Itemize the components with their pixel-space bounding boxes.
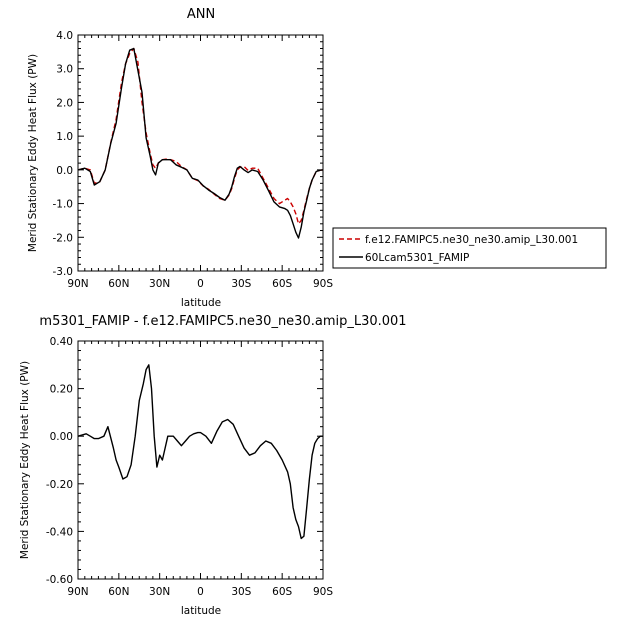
series-line-1 xyxy=(77,364,323,540)
x-tick-label: 0 xyxy=(197,586,204,598)
y-tick-label: -0.40 xyxy=(46,526,73,538)
y-axis-label: Merid Stationary Eddy Heat Flux (PW) xyxy=(19,361,31,559)
series-line-1 xyxy=(77,47,324,225)
y-tick-label: -0.60 xyxy=(46,574,73,586)
x-tick-label: 30S xyxy=(231,278,251,290)
y-tick-label: -2.0 xyxy=(53,232,74,244)
x-tick-label: 60N xyxy=(108,278,129,290)
y-tick-label: 0.20 xyxy=(50,384,73,396)
legend-box xyxy=(332,227,607,269)
x-axis-label: latitude xyxy=(181,297,221,309)
plot-frame xyxy=(77,34,324,272)
x-tick-label: 90N xyxy=(67,278,88,290)
y-tick-label: 0.0 xyxy=(56,165,73,177)
y-tick-label: 1.0 xyxy=(56,131,73,143)
y-tick-label: 2.0 xyxy=(56,97,73,109)
x-axis-label: latitude xyxy=(181,605,221,617)
chart-title: m5301_FAMIP - f.e12.FAMIPC5.ne30_ne30.am… xyxy=(39,314,406,329)
plot-frame xyxy=(77,340,324,580)
y-tick-label: -3.0 xyxy=(53,266,74,278)
x-tick-label: 60S xyxy=(272,278,292,290)
x-tick-label: 60N xyxy=(108,586,129,598)
x-tick-label: 90S xyxy=(313,278,333,290)
x-tick-label: 30N xyxy=(149,278,170,290)
y-tick-label: 4.0 xyxy=(56,30,73,42)
chart-panel-top: ANN 90N 60N 30N 0 30S 60S 90S 4.0 3.0 2.0 1.0 0.0 -1… xyxy=(27,7,333,309)
y-tick-label: -0.20 xyxy=(46,479,73,491)
y-tick-label: 3.0 xyxy=(56,64,73,76)
chart-title: ANN xyxy=(187,7,215,22)
y-tick-label: 0.00 xyxy=(50,431,73,443)
y-axis-label: Merid Stationary Eddy Heat Flux (PW) xyxy=(27,54,39,252)
x-tick-label: 30S xyxy=(231,586,251,598)
x-tick-label: 60S xyxy=(272,586,292,598)
y-tick-label: 0.40 xyxy=(50,336,73,348)
legend-label-series-1: f.e12.FAMIPC5.ne30_ne30.amip_L30.001 xyxy=(365,234,578,246)
series-line-2 xyxy=(77,47,324,239)
x-tick-label: 30N xyxy=(149,586,170,598)
legend: f.e12.FAMIPC5.ne30_ne30.amip_L30.001 60L… xyxy=(332,227,607,269)
x-tick-label: 90S xyxy=(313,586,333,598)
y-tick-label: -1.0 xyxy=(53,199,74,211)
x-tick-label: 0 xyxy=(197,278,204,290)
x-tick-label: 90N xyxy=(67,586,88,598)
legend-label-series-2: 60Lcam5301_FAMIP xyxy=(365,252,469,264)
chart-panel-bottom: m5301_FAMIP - f.e12.FAMIPC5.ne30_ne30.am… xyxy=(19,314,407,617)
